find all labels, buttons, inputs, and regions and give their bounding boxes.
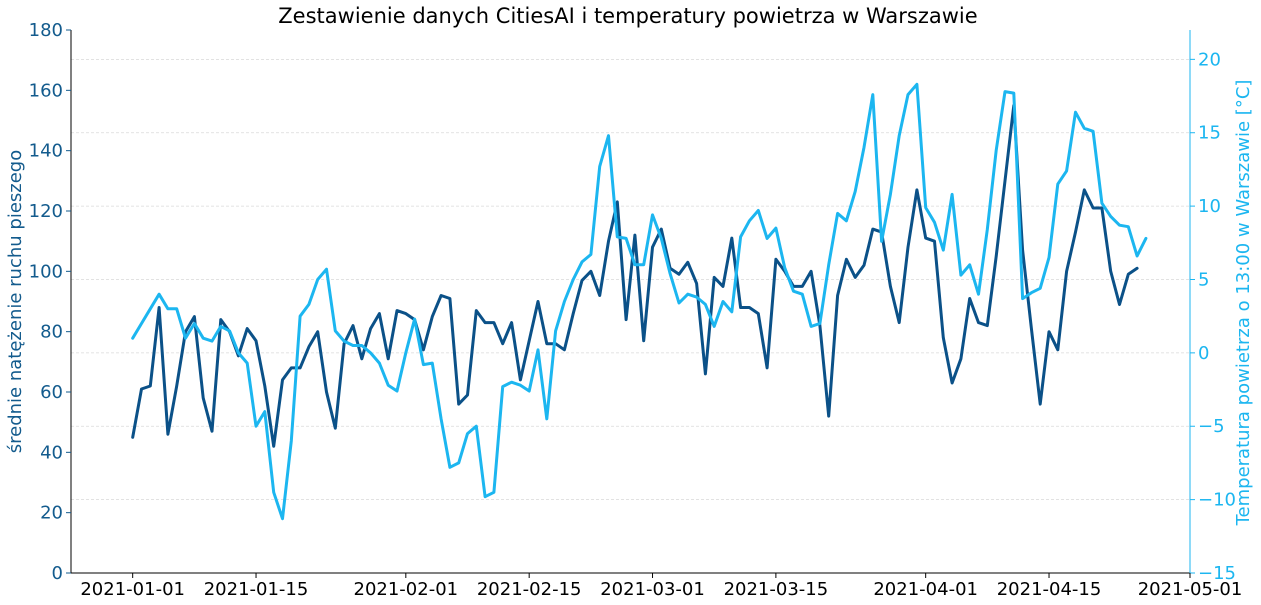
y-right-tick-label: 15 [1198, 123, 1221, 144]
x-tick-label: 2021-02-15 [477, 579, 582, 600]
y-right-tick-label: −15 [1198, 563, 1236, 584]
ticks: 0 20 40 60 80 100 120 140 160 180 −15 −10 −5 0 5 10 15 20… [29, 20, 1243, 600]
y-left-tick-label: 40 [40, 442, 63, 463]
y-right-tick-label: 0 [1198, 343, 1209, 364]
series-line-pedestrian [131, 103, 1139, 448]
y-left-tick-label: 120 [29, 201, 63, 222]
series-line-temperature [131, 82, 1148, 521]
y-axis-right-label: Temperatura powietrza o 13:00 w Warszawi… [1233, 80, 1254, 527]
y-left-tick-label: 100 [29, 261, 63, 282]
y-axis-left-label: średnie natężenie ruchu pieszego [5, 150, 26, 453]
x-tick-label: 2021-03-15 [724, 579, 829, 600]
series-layer [131, 82, 1148, 521]
x-tick-label: 2021-04-15 [997, 579, 1102, 600]
y-right-tick-label: 5 [1198, 269, 1209, 290]
chart-title: Zestawienie danych CitiesAI i temperatur… [278, 4, 977, 28]
y-right-tick-label: −5 [1198, 416, 1225, 437]
x-tick-label: 2021-03-01 [600, 579, 705, 600]
x-tick-label: 2021-01-01 [80, 579, 185, 600]
y-left-tick-label: 160 [29, 80, 63, 101]
x-tick-label: 2021-01-15 [204, 579, 309, 600]
x-tick-label: 2021-04-01 [873, 579, 978, 600]
y-left-tick-label: 0 [52, 563, 63, 584]
y-right-tick-label: 20 [1198, 49, 1221, 70]
y-left-tick-label: 140 [29, 141, 63, 162]
y-right-tick-label: −10 [1198, 490, 1236, 511]
x-tick-label: 2021-05-01 [1138, 579, 1243, 600]
y-left-tick-label: 180 [29, 20, 63, 41]
y-left-tick-label: 20 [40, 503, 63, 524]
y-left-tick-label: 60 [40, 382, 63, 403]
x-tick-label: 2021-02-01 [354, 579, 459, 600]
y-right-tick-label: 10 [1198, 196, 1221, 217]
axes [70, 30, 1191, 574]
y-left-tick-label: 80 [40, 322, 63, 343]
